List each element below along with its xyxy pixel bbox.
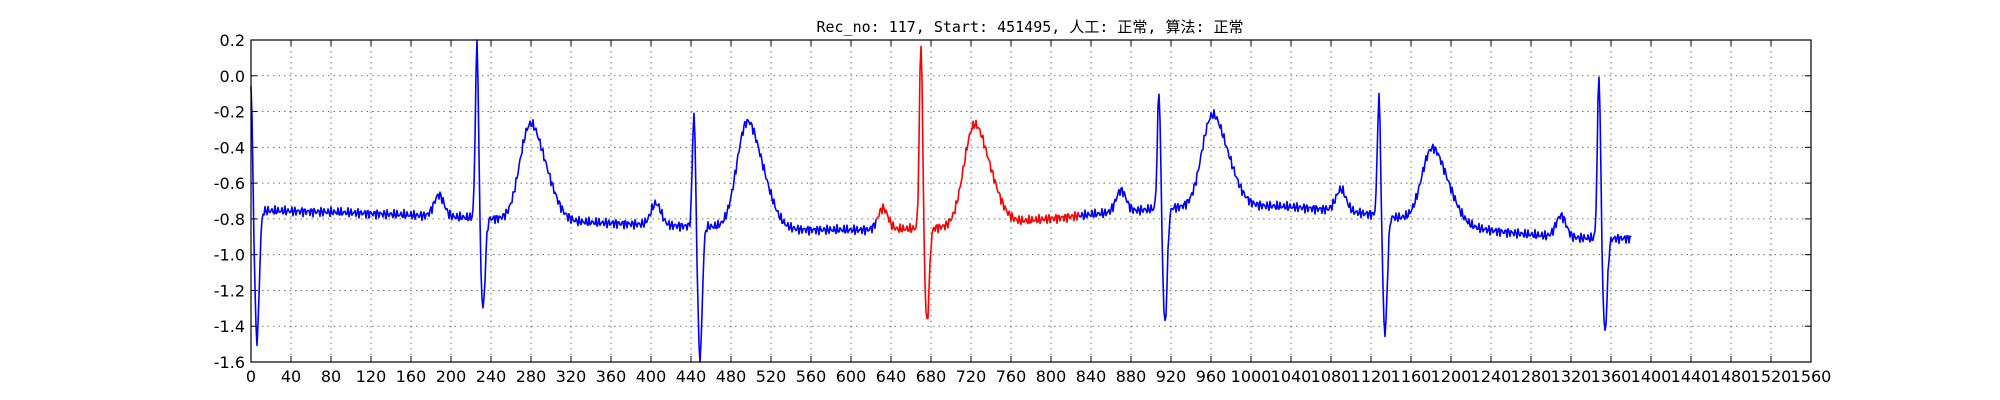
x-tick-label: 640	[876, 367, 907, 386]
x-tick-label: 440	[676, 367, 707, 386]
x-tick-label: 600	[836, 367, 867, 386]
x-tick-label: 80	[321, 367, 341, 386]
x-tick-label: 1440	[1671, 367, 1712, 386]
x-tick-label: 920	[1156, 367, 1187, 386]
x-tick-label: 520	[756, 367, 787, 386]
y-tick-label: -1.4	[214, 317, 245, 336]
ecg-series-line-0	[250, 39, 877, 363]
x-tick-label: 1320	[1551, 367, 1592, 386]
x-tick-label: 1200	[1431, 367, 1472, 386]
y-tick-label: -0.2	[214, 103, 245, 122]
x-tick-label: 800	[1036, 367, 1067, 386]
x-tick-label: 760	[996, 367, 1027, 386]
x-tick-label: 720	[956, 367, 987, 386]
x-tick-label: 1240	[1471, 367, 1512, 386]
ecg-series	[250, 39, 1632, 363]
y-tick-label: -1.0	[214, 246, 245, 265]
y-tick-label: -1.6	[214, 353, 245, 372]
x-tick-label: 1160	[1391, 367, 1432, 386]
x-tick-label: 280	[516, 367, 547, 386]
grid-lines	[251, 40, 1811, 362]
x-tick-label: 240	[476, 367, 507, 386]
ecg-series-line-0	[1078, 76, 1632, 338]
plot-frame	[250, 39, 1812, 363]
x-tick-label: 360	[596, 367, 627, 386]
x-tick-label: 1480	[1711, 367, 1752, 386]
x-tick-label: 1120	[1351, 367, 1392, 386]
x-tick-label: 1560	[1791, 367, 1832, 386]
x-tick-label: 680	[916, 367, 947, 386]
x-tick-label: 960	[1196, 367, 1227, 386]
y-tick-label: -0.6	[214, 174, 245, 193]
y-tick-label: -0.8	[214, 210, 245, 229]
x-tick-label: 1280	[1511, 367, 1552, 386]
x-tick-label: 1080	[1311, 367, 1352, 386]
x-tick-label: 480	[716, 367, 747, 386]
x-tick-label: 160	[396, 367, 427, 386]
x-tick-label: 880	[1116, 367, 1147, 386]
x-tick-label: 120	[356, 367, 387, 386]
x-tick-label: 1400	[1631, 367, 1672, 386]
ecg-series-line-1	[875, 45, 1080, 320]
axis-ticks: 0 40 80 120 160 200 240 280 320 360 400 440 480 520 56…	[214, 31, 1832, 386]
x-tick-label: 320	[556, 367, 587, 386]
y-tick-label: 0.2	[220, 31, 245, 50]
chart-title: Rec_no: 117, Start: 451495, 人工: 正常, 算法: …	[816, 18, 1243, 36]
x-tick-label: 40	[281, 367, 301, 386]
x-tick-label: 1520	[1751, 367, 1792, 386]
y-tick-label: -1.2	[214, 281, 245, 300]
x-tick-label: 840	[1076, 367, 1107, 386]
y-tick-label: -0.4	[214, 138, 245, 157]
x-tick-label: 560	[796, 367, 827, 386]
y-tick-label: 0.0	[220, 67, 245, 86]
x-tick-label: 1000	[1231, 367, 1272, 386]
x-tick-label: 200	[436, 367, 467, 386]
x-tick-label: 400	[636, 367, 667, 386]
x-tick-label: 1360	[1591, 367, 1632, 386]
x-tick-label: 0	[246, 367, 256, 386]
x-tick-label: 1040	[1271, 367, 1312, 386]
